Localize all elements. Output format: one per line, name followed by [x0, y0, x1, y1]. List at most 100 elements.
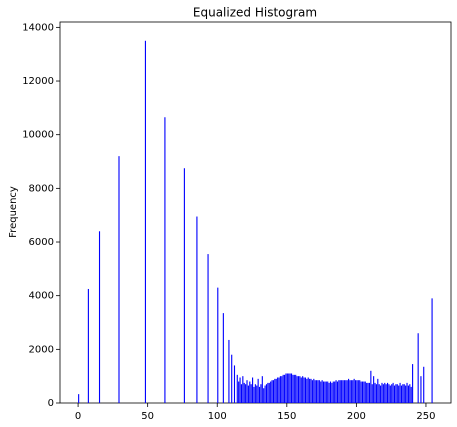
bar [78, 394, 80, 403]
bar [249, 381, 251, 403]
bar [393, 385, 396, 403]
bar [407, 385, 409, 403]
bar [144, 40, 146, 404]
bar [377, 378, 379, 403]
bar [420, 376, 422, 403]
y-tick-label: 6000 [29, 237, 54, 248]
bar [263, 388, 265, 403]
bar [265, 384, 268, 403]
bar [196, 216, 198, 403]
bar [228, 339, 230, 403]
bar [118, 156, 120, 403]
bar [264, 385, 266, 403]
bar [332, 381, 334, 403]
bar [370, 370, 372, 403]
bar [409, 384, 411, 403]
bar [345, 380, 347, 403]
bar [373, 376, 375, 403]
bar [375, 384, 377, 403]
bar [274, 378, 276, 403]
bar [293, 374, 295, 403]
bar [164, 117, 166, 403]
bar [246, 380, 248, 403]
bar [297, 376, 300, 403]
bar [217, 287, 219, 403]
bar [366, 382, 368, 403]
bar [285, 373, 287, 403]
bar [382, 384, 384, 403]
bar [391, 384, 393, 403]
bar [256, 385, 258, 403]
bar [261, 376, 263, 403]
bar [417, 333, 419, 403]
bar [183, 168, 185, 403]
bar [272, 380, 275, 403]
bar [284, 374, 286, 403]
bar [314, 380, 316, 403]
bar [349, 380, 351, 403]
bar [245, 384, 247, 403]
bar [317, 380, 319, 403]
bar [240, 384, 243, 403]
bar [334, 381, 336, 403]
bar [300, 377, 302, 403]
bar [350, 380, 352, 403]
bar [357, 380, 359, 403]
bar [243, 382, 245, 403]
bar [236, 374, 238, 403]
y-tick-label: 4000 [29, 291, 54, 302]
bar [313, 378, 315, 403]
x-tick-label: 200 [347, 411, 366, 422]
bar [327, 381, 329, 403]
x-tick-label: 50 [141, 411, 154, 422]
bar [322, 381, 325, 403]
bar [346, 380, 348, 403]
bar [98, 231, 101, 403]
bar [277, 377, 279, 403]
bar [371, 384, 373, 403]
bar [402, 384, 404, 403]
bar [384, 382, 386, 403]
bar [396, 384, 398, 403]
bar [410, 386, 412, 403]
bar [325, 381, 327, 403]
bar [395, 384, 397, 403]
bar [399, 382, 401, 403]
bar [239, 377, 241, 403]
bar [289, 373, 291, 403]
bar [310, 378, 312, 403]
bar [253, 386, 255, 403]
bar [359, 380, 361, 403]
bar [398, 385, 400, 403]
bar [302, 376, 304, 403]
bar [233, 365, 236, 403]
chart-title: Equalized Histogram [193, 6, 317, 20]
bar [309, 378, 311, 403]
bar [320, 381, 322, 403]
bar [290, 373, 293, 403]
bar [250, 384, 252, 403]
bar [247, 385, 249, 403]
bar [353, 378, 355, 403]
y-tick-label: 10000 [22, 130, 54, 141]
bar [412, 364, 414, 403]
bar [316, 380, 318, 403]
bar [360, 381, 362, 403]
bar [222, 313, 224, 403]
bar [288, 373, 290, 403]
bar [341, 380, 343, 403]
bar [304, 377, 307, 403]
bar [311, 380, 313, 403]
bar [352, 380, 354, 403]
bar [307, 377, 309, 403]
bar [331, 382, 333, 403]
bar [303, 377, 305, 403]
bar [354, 380, 357, 403]
y-tick-label: 0 [48, 398, 54, 409]
bar [296, 376, 298, 403]
bar [299, 376, 301, 403]
bar [282, 374, 284, 403]
bar [238, 381, 240, 403]
bar [279, 376, 281, 403]
